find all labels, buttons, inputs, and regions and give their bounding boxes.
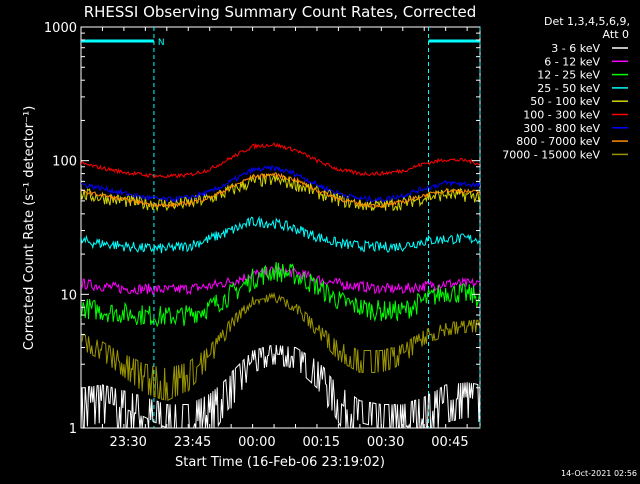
x-tick-label: 23:30 xyxy=(109,435,146,450)
y-tick-label: 10 xyxy=(60,288,77,303)
x-tick-label: 00:15 xyxy=(303,435,340,450)
series-line-6 xyxy=(81,142,480,179)
plot-frame xyxy=(80,26,481,429)
legend-header-line-1: Det 1,3,4,5,6,9, xyxy=(544,15,630,28)
series-lines xyxy=(81,142,480,428)
y-tick-label: 1000 xyxy=(44,21,77,36)
legend-label-6: 100 - 300 keV xyxy=(523,109,600,122)
legend-header-line-2: Att 0 xyxy=(603,28,629,41)
series-line-7 xyxy=(81,164,480,204)
x-tick-label: 00:30 xyxy=(367,435,404,450)
legend-label-7: 300 - 800 keV xyxy=(523,122,600,135)
series-line-9 xyxy=(81,291,480,401)
flag-bars: N xyxy=(81,27,481,428)
legend-label-8: 800 - 7000 keV xyxy=(516,135,600,148)
x-tick-label: 23:45 xyxy=(174,435,211,450)
footer-timestamp: 14-Oct-2021 02:56 xyxy=(561,469,637,478)
legend-label-1: 3 - 6 keV xyxy=(551,42,600,55)
night-flag-label: N xyxy=(158,38,165,48)
y-axis-label: Corrected Count Rate (s⁻¹ detector⁻¹) xyxy=(22,106,37,351)
legend-label-3: 12 - 25 keV xyxy=(537,69,600,82)
series-line-2 xyxy=(81,266,480,296)
legend-label-9: 7000 - 15000 keV xyxy=(502,148,600,161)
y-tick-label: 100 xyxy=(52,155,77,170)
series-line-5 xyxy=(81,172,480,213)
legend-label-2: 6 - 12 keV xyxy=(544,55,600,68)
legend-label-4: 25 - 50 keV xyxy=(537,82,600,95)
chart-title: RHESSI Observing Summary Count Rates, Co… xyxy=(84,3,477,21)
series-line-4 xyxy=(81,215,480,254)
series-line-3 xyxy=(81,262,480,328)
x-tick-label: 00:00 xyxy=(238,435,275,450)
x-axis-label: Start Time (16-Feb-06 23:19:02) xyxy=(175,455,385,470)
x-tick-label: 00:45 xyxy=(431,435,468,450)
legend-label-5: 50 - 100 keV xyxy=(530,95,600,108)
y-tick-label: 1 xyxy=(69,422,77,437)
axes: 1 10 100 1000 23:30 23:45 00:00 00:15 00:30 00:45 xyxy=(44,21,480,450)
series-line-8 xyxy=(81,172,480,209)
series-line-1 xyxy=(81,344,480,428)
